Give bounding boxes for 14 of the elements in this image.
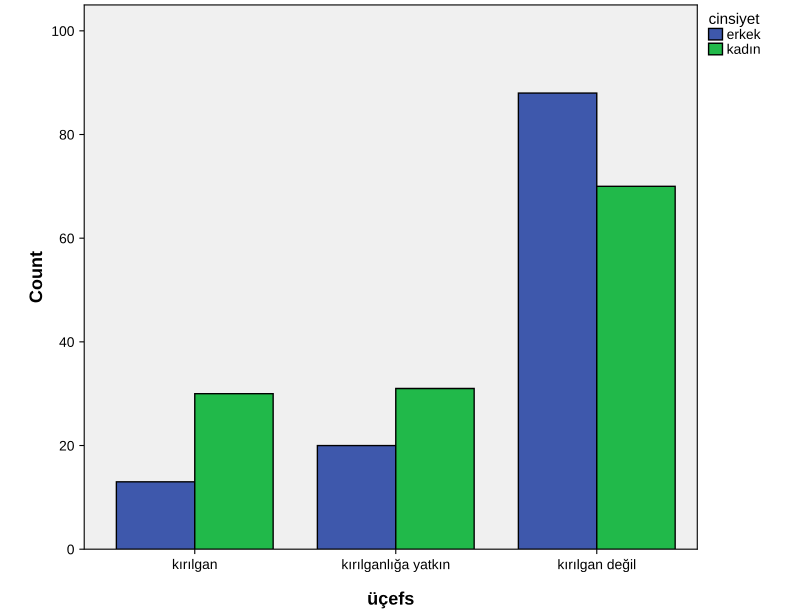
x-tick-label: kırılganlığa yatkın	[342, 558, 450, 572]
y-tick-label: 60	[60, 234, 74, 244]
y-axis-title: Count	[29, 251, 42, 302]
x-tick-label: kırılgan	[172, 558, 217, 572]
x-axis-title: üçefs	[368, 591, 414, 608]
y-tick-label: 0	[67, 544, 74, 554]
y-tick-label: 100	[52, 26, 74, 36]
y-tick-label: 20	[60, 440, 74, 451]
x-tick-label: kırılgan değil	[558, 558, 636, 572]
legend-label: erkek	[727, 28, 761, 40]
legend-title: cinsiyet	[709, 12, 760, 28]
y-tick-label: 40	[59, 337, 74, 348]
legend-label: kadın	[728, 44, 760, 54]
y-tick-label: 80	[60, 130, 74, 140]
